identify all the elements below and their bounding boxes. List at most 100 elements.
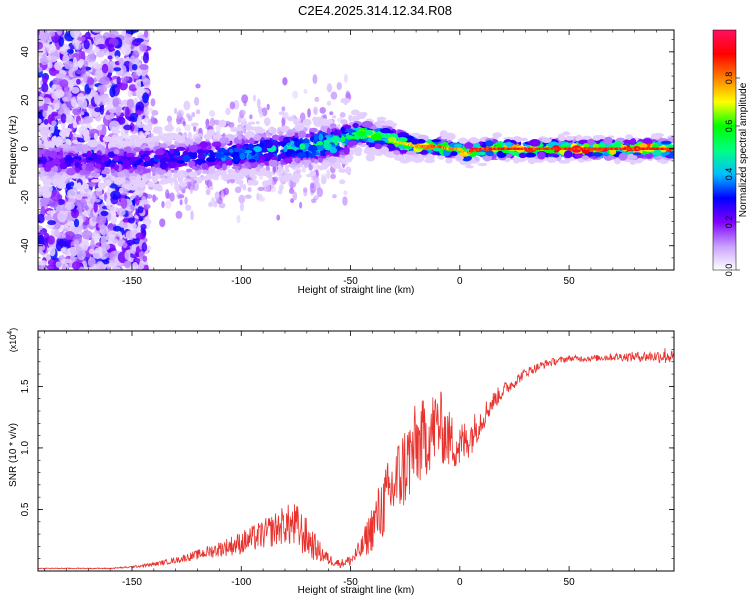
colorbar-frame (712, 29, 737, 271)
spectrogram-cell (133, 161, 142, 166)
spectrogram-cell (109, 205, 119, 213)
spectrogram-cell (112, 155, 119, 161)
spectrogram-cell (118, 57, 125, 65)
spectrogram-cell (101, 156, 110, 162)
spectrogram-cell (73, 156, 81, 160)
snr-panel: -150 -100 -50 0 50 0.51.01.5 Height of strai… (7, 328, 675, 596)
spectrogram-cell (114, 55, 120, 61)
spectrogram-cell (107, 55, 113, 60)
spectrogram-cell (94, 169, 100, 173)
spectrogram-cell (503, 136, 516, 141)
spectrogram-cell (309, 170, 317, 177)
spectrogram-cell (184, 196, 188, 205)
spectrogram-cell (126, 98, 135, 109)
spectrogram-cell (244, 194, 252, 199)
spectrogram-cell (65, 138, 71, 144)
spectrogram-cell (307, 108, 311, 118)
spectrogram-cell (464, 142, 474, 150)
spectrogram-cell (41, 82, 49, 93)
spectrogram-cell (129, 55, 136, 64)
spectrogram-cell (132, 39, 142, 47)
spectrogram-cell (135, 79, 142, 90)
spectrogram-cell (42, 109, 47, 118)
spectrogram-cell (245, 126, 255, 131)
spectrogram-cell (86, 150, 92, 157)
spectrogram-cell (329, 111, 334, 116)
spectrogram-cell (310, 161, 316, 166)
spectrogram-cell (120, 44, 132, 56)
spectrogram-cell (137, 206, 144, 214)
spectrogram-cell (136, 164, 142, 172)
spectrogram-cell (237, 125, 243, 132)
spectrogram-cell (175, 135, 186, 143)
spectrogram-cell (105, 115, 112, 120)
spectrogram-cell (66, 49, 74, 54)
spectrogram-cell (45, 141, 53, 148)
spectrogram-cell (278, 131, 284, 136)
spectrogram-cell (47, 171, 56, 177)
spectrogram-cell (232, 172, 243, 178)
spectrogram-cell (104, 179, 112, 187)
spectrogram-cell (75, 194, 83, 201)
spectrogram-cell (471, 139, 480, 144)
spectrogram-cell (117, 171, 126, 178)
spectrogram-cell (418, 154, 426, 159)
spectrogram-cell (96, 124, 103, 131)
spectrogram-cell (296, 152, 307, 159)
spectrogram-cell (38, 158, 48, 164)
spectrogram-cell (142, 255, 148, 262)
spectrogram-cell (47, 235, 55, 245)
spectrogram-cell (38, 139, 42, 144)
spectrogram-cell (159, 218, 166, 228)
spectrogram-cell (175, 210, 183, 219)
spectrogram-cell (184, 124, 191, 132)
spectrogram-cell (138, 181, 145, 187)
spectrogram-cell (52, 174, 63, 180)
spectrogram-cell (185, 204, 192, 211)
spectrogram-cell (339, 179, 346, 185)
spectrogram-cell (188, 151, 198, 158)
spectrogram-cell (60, 113, 67, 124)
spectrogram-cell (365, 153, 376, 162)
spectrogram-cell (237, 115, 242, 124)
spectrogram-cell (290, 198, 295, 204)
spectrogram-cell (125, 152, 135, 157)
colorbar-tick-label: 0.8 (724, 72, 734, 85)
spectrogram-cell (255, 120, 260, 125)
x-tick-label: 0 (457, 577, 463, 588)
spectrogram-cell (120, 197, 128, 209)
spectrogram-cell (214, 191, 220, 201)
spectrogram-cell (370, 133, 383, 141)
spectrogram-cell (146, 194, 153, 199)
spectrogram-cell (80, 198, 86, 204)
spectrogram-cell (71, 86, 80, 94)
spectrogram-cell (136, 68, 143, 77)
spectrogram-cell (109, 86, 116, 98)
spectrogram-cell (118, 140, 129, 148)
spectrogram-cell (40, 55, 49, 66)
spectrogram-cell (110, 168, 116, 173)
spectrogram-cell (261, 167, 267, 173)
spectrogram-cell (320, 124, 329, 133)
spectrogram-cell (100, 171, 110, 175)
spectrogram-cell (64, 250, 69, 256)
spectrogram-cell (317, 157, 323, 163)
spectrogram-x-label: Height of straight line (km) (298, 285, 415, 296)
colorbar-axis: 0.00.20.40.60.8 (724, 72, 740, 276)
spectrogram-cell (42, 97, 51, 105)
spectrogram-cell (336, 165, 342, 170)
spectrogram-cell (121, 30, 127, 37)
spectrogram-cell (485, 150, 494, 157)
spectrogram-cell (59, 79, 69, 88)
spectrogram-cell (146, 162, 151, 166)
spectrogram-cell (73, 134, 82, 138)
spectrogram-cell (343, 190, 348, 196)
spectrogram-cell (301, 165, 307, 173)
spectrogram-cell (64, 107, 71, 116)
spectrogram-cell (212, 138, 219, 143)
spectrogram-cell (131, 63, 138, 71)
spectrogram-cell (209, 117, 215, 128)
snr-scale-close: ) (8, 328, 18, 331)
spectrogram-cell (42, 74, 48, 85)
spectrogram-cell (58, 36, 65, 47)
